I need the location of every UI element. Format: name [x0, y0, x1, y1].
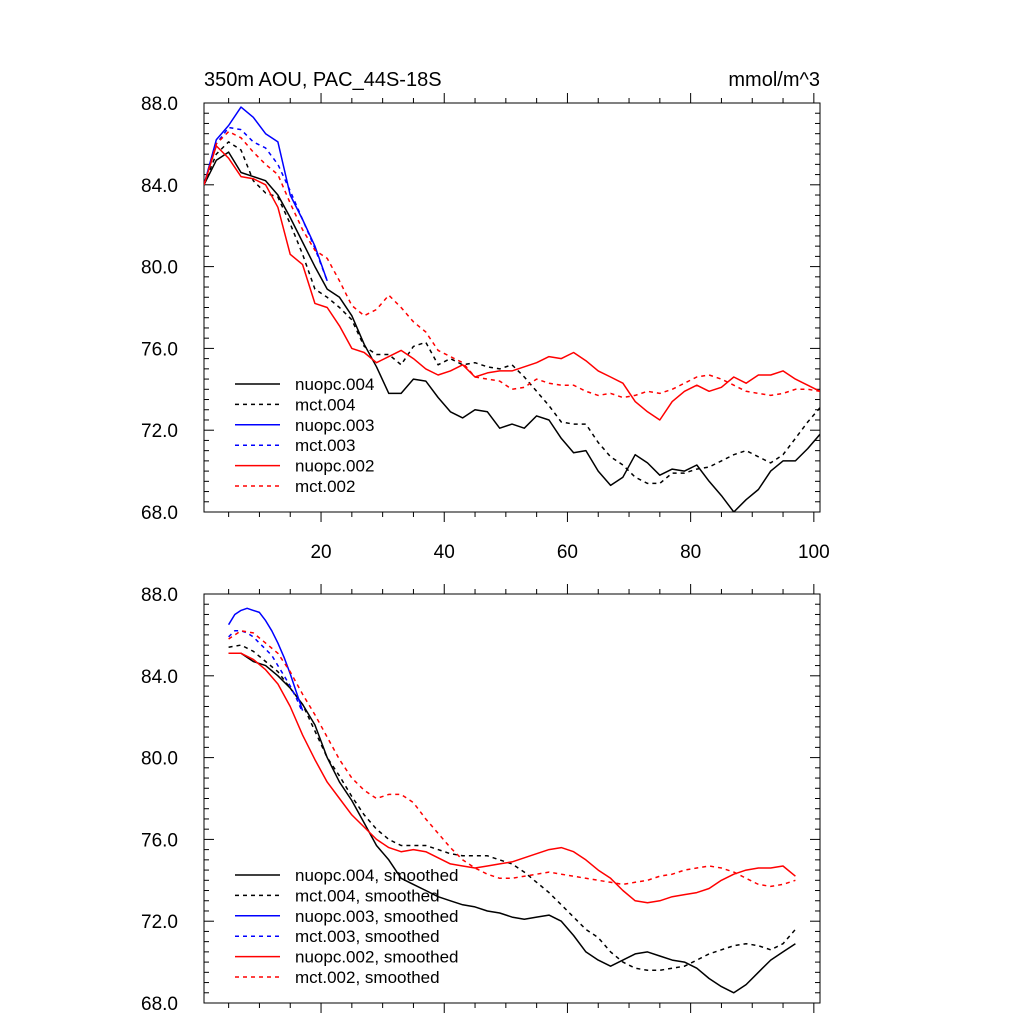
panel-2: 68.0 72.0 76.0 80.0 84.0 88.0 nuopc.004, smoot… — [141, 584, 821, 1015]
panel-title: 350m AOU, PAC_44S-18S — [204, 69, 442, 91]
y-tick-label: 72.0 — [141, 912, 178, 933]
legend-label: mct.004, smoothed — [295, 886, 440, 905]
series-group — [204, 106, 820, 512]
legend-label: nuopc.004 — [295, 375, 374, 394]
series-line-mct-003-smoothed — [228, 630, 304, 713]
series-line-nuopc-004 — [204, 151, 820, 512]
y-tick-label: 84.0 — [141, 667, 178, 688]
series-line-mct-002 — [204, 130, 820, 399]
y-tick-label: 68.0 — [141, 994, 178, 1015]
legend-label: nuopc.003, smoothed — [295, 907, 459, 926]
y-tick-label: 68.0 — [141, 503, 178, 524]
legend-label: mct.003, smoothed — [295, 927, 440, 946]
series-line-mct-004 — [204, 141, 820, 485]
y-tick-label: 88.0 — [141, 94, 178, 115]
series-line-mct-003 — [204, 126, 328, 282]
series-line-nuopc-003 — [204, 106, 328, 282]
y-tick-label: 80.0 — [141, 258, 178, 279]
series-line-nuopc-003-smoothed — [227, 607, 304, 711]
x-tick-label: 20 — [310, 542, 331, 563]
series-line-nuopc-004-smoothed — [228, 652, 796, 994]
x-tick-label: 40 — [434, 542, 455, 563]
series-group — [227, 607, 796, 994]
series-line-nuopc-002-smoothed — [228, 652, 796, 904]
y-tick-label: 88.0 — [141, 585, 178, 606]
legend-label: mct.002 — [295, 477, 355, 496]
legend-label: nuopc.004, smoothed — [295, 866, 459, 885]
legend-label: mct.004 — [295, 395, 355, 414]
units-label: mmol/m^3 — [728, 69, 820, 91]
series-line-mct-004-smoothed — [228, 644, 796, 972]
x-tick-label: 80 — [680, 542, 701, 563]
x-tick-label: 60 — [557, 542, 578, 563]
y-tick-label: 84.0 — [141, 176, 178, 197]
x-tick-label: 100 — [798, 542, 830, 563]
legend-label: mct.003 — [295, 436, 355, 455]
legend-label: nuopc.002, smoothed — [295, 948, 459, 967]
y-tick-label: 80.0 — [141, 749, 178, 770]
y-tick-label: 76.0 — [141, 339, 178, 360]
legend-label: nuopc.002 — [295, 457, 374, 476]
series-line-nuopc-002 — [204, 145, 820, 421]
legend-label: nuopc.003 — [295, 416, 374, 435]
y-tick-label: 72.0 — [141, 421, 178, 442]
panel-1: 68.0 72.0 76.0 80.0 84.0 88.0 20 40 60 80 100 nuopc… — [141, 93, 830, 563]
y-tick-label: 76.0 — [141, 830, 178, 851]
legend-label: mct.002, smoothed — [295, 968, 440, 987]
